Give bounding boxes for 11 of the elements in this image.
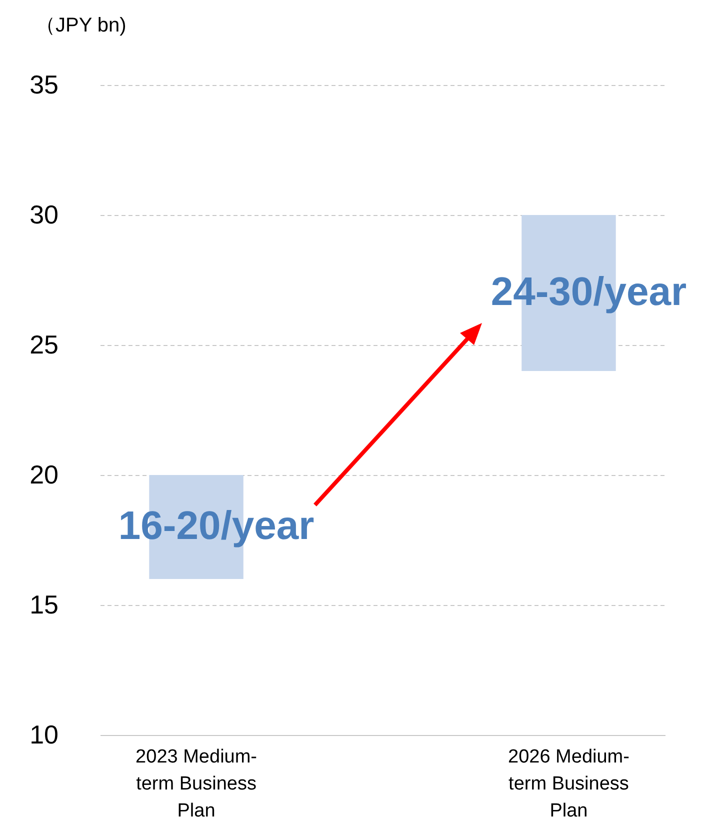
y-tick-label: 10 (30, 720, 58, 750)
y-tick-label: 20 (30, 460, 58, 490)
y-tick-label: 30 (30, 200, 58, 230)
y-tick-label: 15 (30, 590, 58, 620)
y-tick-label: 25 (30, 330, 58, 360)
y-tick-label: 35 (30, 70, 58, 100)
x-tick-label: 2026 Medium-term Business Plan (508, 746, 630, 822)
x-tick-label: 2023 Medium-term Business Plan (136, 746, 258, 822)
y-axis-title: （JPY bn) (36, 14, 126, 36)
data-label: 24-30/year (490, 270, 687, 314)
data-label: 16-20/year (118, 504, 314, 548)
